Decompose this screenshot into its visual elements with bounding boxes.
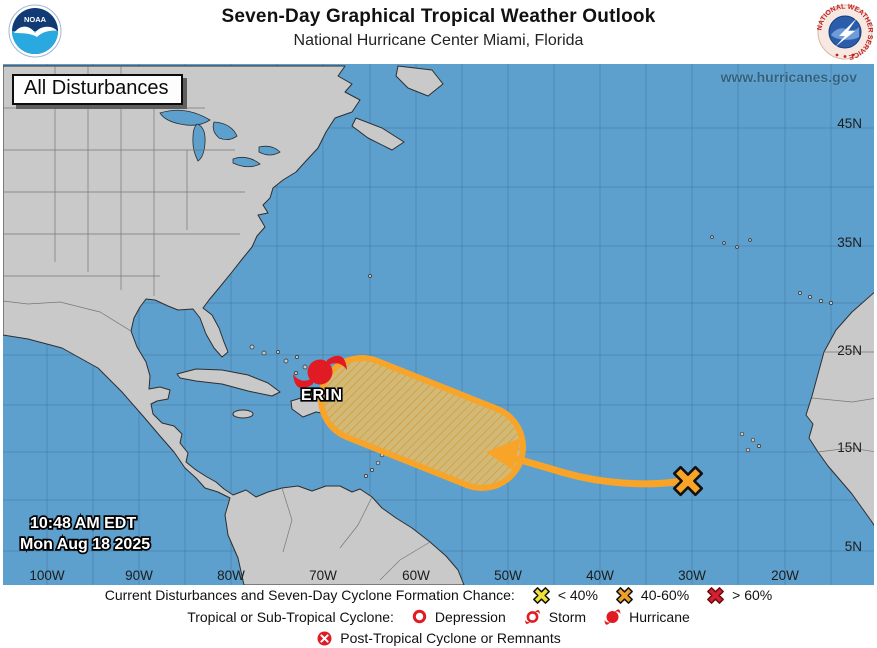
legend-item-lt40: < 40% <box>532 585 598 605</box>
legend-item-label: 40-60% <box>640 587 690 603</box>
legend-item-label: > 60% <box>732 587 773 603</box>
svg-text:90W: 90W <box>125 568 153 583</box>
legend-item-depression: Depression <box>411 607 506 627</box>
legend-item-40-60: 40-60% <box>615 585 689 605</box>
lon-labels: 100W 90W 80W 70W 60W 50W 40W 30W 20W <box>29 568 799 583</box>
legend-item-storm: Storm <box>523 606 586 627</box>
page-subtitle: National Hurricane Center Miami, Florida <box>293 32 584 49</box>
svg-text:15N: 15N <box>837 440 862 455</box>
depression-icon <box>412 609 427 624</box>
svg-text:30W: 30W <box>678 568 706 583</box>
disturbance-area-40-60[interactable] <box>318 355 526 491</box>
landmass-africa <box>805 291 874 527</box>
svg-text:NOAA: NOAA <box>24 15 47 24</box>
legend-item-gt60: > 60% <box>706 585 772 605</box>
svg-text:40W: 40W <box>586 568 614 583</box>
x-red-icon <box>707 586 725 604</box>
legend-item-label: Storm <box>548 608 587 625</box>
island-cuba <box>176 368 281 397</box>
lat-labels: 45N 35N 25N 15N 5N <box>837 116 862 554</box>
svg-text:45N: 45N <box>837 116 862 131</box>
disturbance-track-arrow <box>486 438 684 488</box>
x-orange-icon <box>615 586 633 604</box>
hurricane-erin-icon[interactable] <box>293 355 347 389</box>
legend-cyclone-label: Tropical or Sub-Tropical Cyclone: <box>187 608 394 625</box>
header: NOAA Seven-Day Graphical Tropical Weathe… <box>0 0 877 64</box>
island-jamaica <box>232 409 254 419</box>
svg-text:25N: 25N <box>837 343 862 358</box>
post-tropical-icon <box>317 631 332 645</box>
svg-text:50W: 50W <box>494 568 522 583</box>
timestamp-date: Mon Aug 18 2025 <box>20 536 150 553</box>
noaa-logo: NOAA <box>7 3 63 64</box>
svg-text:70W: 70W <box>309 568 337 583</box>
svg-text:80W: 80W <box>217 568 245 583</box>
svg-text:35N: 35N <box>837 235 862 250</box>
storm-icon <box>524 609 540 625</box>
legend-item-post-tropical: Post-Tropical Cyclone or Remnants <box>316 628 561 648</box>
small-islands <box>249 235 833 478</box>
nws-logo: NATIONAL WEATHER SERVICE <box>816 3 873 66</box>
landmass-nova-scotia <box>351 117 405 151</box>
legend-formation-label: Current Disturbances and Seven-Day Cyclo… <box>104 587 515 603</box>
svg-text:20W: 20W <box>771 568 799 583</box>
page-title: Seven-Day Graphical Tropical Weather Out… <box>221 6 656 27</box>
storm-name-label: ERIN <box>301 387 343 404</box>
svg-text:60W: 60W <box>402 568 430 583</box>
map-mode-label[interactable]: All Disturbances <box>12 74 183 105</box>
legend-item-label: Depression <box>434 608 506 625</box>
svg-text:5N: 5N <box>845 539 862 554</box>
outlook-map[interactable]: ERIN 10:48 AM EDT Mon Aug 18 2025 45N 35… <box>3 64 874 585</box>
legend-item-label: Hurricane <box>629 608 690 625</box>
landmass-newfoundland <box>395 65 444 97</box>
hurricane-icon <box>604 609 621 625</box>
legend-item-hurricane: Hurricane <box>603 606 690 627</box>
legend-item-label: < 40% <box>557 587 598 603</box>
x-yellow-icon <box>532 586 550 604</box>
timestamp-time: 10:48 AM EDT <box>30 515 136 532</box>
disturbance-x-marker[interactable] <box>667 460 709 502</box>
legend-item-label: Post-Tropical Cyclone or Remnants <box>340 630 561 646</box>
legend-post-tropical-line: Post-Tropical Cyclone or Remnants <box>316 628 561 648</box>
svg-text:100W: 100W <box>29 568 65 583</box>
legend: Current Disturbances and Seven-Day Cyclo… <box>0 585 877 648</box>
hurricanes-gov-link[interactable]: www.hurricanes.gov <box>720 69 857 85</box>
legend-formation-line: Current Disturbances and Seven-Day Cyclo… <box>104 585 772 605</box>
map-canvas: ERIN 10:48 AM EDT Mon Aug 18 2025 45N 35… <box>3 64 874 585</box>
legend-cyclone-line: Tropical or Sub-Tropical Cyclone: Depres… <box>187 606 690 627</box>
great-lakes <box>159 109 281 168</box>
